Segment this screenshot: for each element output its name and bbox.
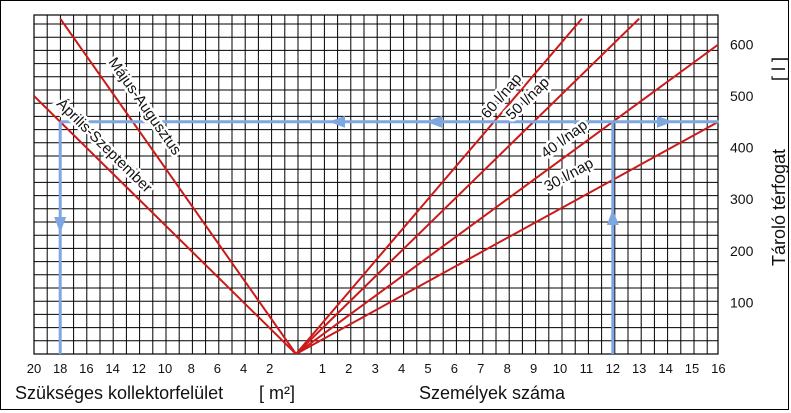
tick-label-right: 7 xyxy=(477,361,484,376)
tick-label-left: 18 xyxy=(53,361,67,376)
series-line xyxy=(295,17,583,354)
tick-label-right: 13 xyxy=(632,361,646,376)
left-axis-unit: [ m²] xyxy=(259,383,295,403)
series-line xyxy=(34,95,297,354)
tick-label-y: 600 xyxy=(730,36,754,52)
series-line xyxy=(295,17,640,354)
tick-label-right: 5 xyxy=(424,361,431,376)
arrow-head-down xyxy=(54,217,67,233)
y-axis-unit: [ l ] xyxy=(769,57,789,81)
tick-label-left: 4 xyxy=(240,361,247,376)
tick-label-left: 8 xyxy=(188,361,195,376)
tick-label-y: 200 xyxy=(730,243,754,259)
tick-label-left: 2 xyxy=(266,361,273,376)
line-label-right: 40 l/nap xyxy=(538,117,591,162)
series-line xyxy=(295,43,718,354)
plot-border xyxy=(33,14,719,355)
arrow-head-right xyxy=(657,115,673,128)
tick-label-right: 11 xyxy=(580,361,594,376)
tick-label-left: 10 xyxy=(158,361,172,376)
right-axis-title: Személyek száma xyxy=(419,383,566,403)
tick-label-left: 6 xyxy=(214,361,221,376)
tick-label-right: 14 xyxy=(658,361,672,376)
tick-label-left: 20 xyxy=(27,361,41,376)
arrow-head-left xyxy=(426,115,442,128)
tick-label-right: 16 xyxy=(711,361,725,376)
left-axis-title: Szükséges kollektorfelület xyxy=(15,383,223,403)
tick-label-right: 9 xyxy=(530,361,537,376)
tick-label-y: 400 xyxy=(730,140,754,156)
arrow-head-up xyxy=(606,209,619,225)
tick-label-right: 1 xyxy=(319,361,326,376)
tick-label-right: 10 xyxy=(553,361,567,376)
tick-label-left: 16 xyxy=(79,361,93,376)
tick-label-y: 500 xyxy=(730,88,754,104)
series-line xyxy=(59,18,297,354)
tick-label-right: 8 xyxy=(504,361,511,376)
tick-label-y: 100 xyxy=(730,294,754,310)
series-line xyxy=(295,120,718,354)
tick-label-right: 12 xyxy=(606,361,620,376)
tick-label-right: 2 xyxy=(345,361,352,376)
tick-label-right: 6 xyxy=(451,361,458,376)
arrow-head-left xyxy=(329,115,345,128)
tick-label-right: 4 xyxy=(398,361,405,376)
y-axis-title: Tároló térfogat xyxy=(769,149,789,266)
tick-label-right: 3 xyxy=(372,361,379,376)
tick-label-left: 12 xyxy=(132,361,146,376)
tick-label-right: 15 xyxy=(685,361,699,376)
tick-label-left: 14 xyxy=(105,361,119,376)
tick-label-y: 300 xyxy=(730,191,754,207)
